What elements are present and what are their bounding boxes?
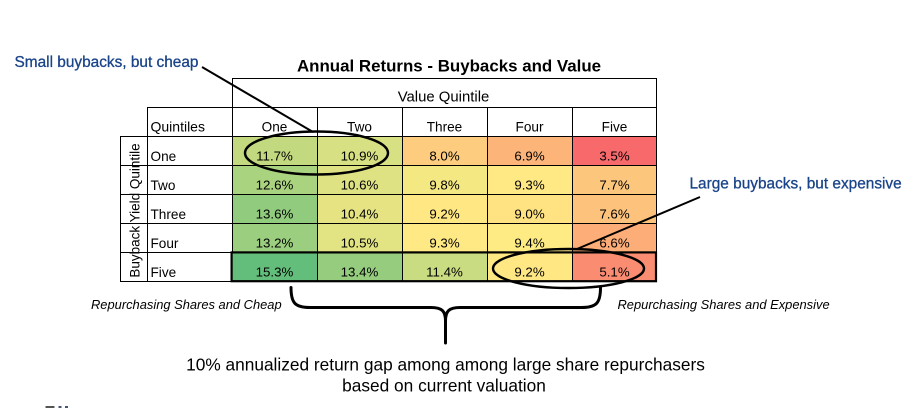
svg-text:9.8%: 9.8% — [429, 178, 459, 193]
svg-text:Three: Three — [427, 120, 463, 135]
svg-text:10.4%: 10.4% — [341, 207, 379, 222]
svg-text:13.4%: 13.4% — [341, 265, 379, 280]
svg-text:Repurchasing Shares and Expens: Repurchasing Shares and Expensive — [618, 297, 830, 312]
svg-text:7.7%: 7.7% — [599, 178, 629, 193]
svg-text:One: One — [151, 149, 177, 164]
svg-text:10.5%: 10.5% — [341, 236, 379, 251]
svg-text:10.6%: 10.6% — [341, 178, 379, 193]
svg-text:9.4%: 9.4% — [514, 236, 544, 251]
svg-text:9.3%: 9.3% — [514, 178, 544, 193]
svg-text:5.1%: 5.1% — [599, 265, 629, 280]
svg-text:15.3%: 15.3% — [256, 265, 294, 280]
svg-text:Repurchasing Shares and Cheap: Repurchasing Shares and Cheap — [91, 297, 282, 312]
svg-text:Five: Five — [151, 265, 177, 280]
svg-text:Five: Five — [602, 120, 628, 135]
svg-text:3.5%: 3.5% — [599, 149, 629, 164]
svg-text:One: One — [262, 120, 288, 135]
svg-text:6.9%: 6.9% — [514, 149, 544, 164]
svg-text:Large buybacks, but expensive: Large buybacks, but expensive — [690, 176, 902, 193]
svg-text:11.4%: 11.4% — [426, 265, 463, 280]
svg-text:Four: Four — [151, 236, 179, 251]
svg-text:Value Quintile: Value Quintile — [398, 90, 490, 106]
svg-text:Quintiles: Quintiles — [151, 119, 205, 135]
svg-text:based on current valuation: based on current valuation — [342, 376, 546, 396]
svg-text:Four: Four — [516, 120, 544, 135]
svg-text:Two: Two — [151, 178, 176, 193]
svg-text:Two: Two — [347, 120, 372, 135]
svg-text:7.6%: 7.6% — [599, 207, 629, 222]
svg-text:9.3%: 9.3% — [429, 236, 459, 251]
svg-text:9.2%: 9.2% — [514, 265, 544, 280]
svg-text:Buyback Yield Quintile: Buyback Yield Quintile — [128, 143, 143, 277]
svg-text:9.2%: 9.2% — [429, 207, 459, 222]
svg-text:Small buybacks, but cheap: Small buybacks, but cheap — [15, 54, 199, 71]
svg-text:Annual Returns - Buybacks and: Annual Returns - Buybacks and Value — [297, 57, 601, 76]
svg-text:13.6%: 13.6% — [256, 207, 294, 222]
svg-text:9.0%: 9.0% — [514, 207, 544, 222]
svg-text:8.0%: 8.0% — [429, 149, 459, 164]
svg-text:10% annualized return gap amon: 10% annualized return gap among among la… — [186, 355, 705, 375]
svg-text:11.7%: 11.7% — [256, 149, 293, 164]
svg-text:6.6%: 6.6% — [599, 236, 629, 251]
svg-text:12.6%: 12.6% — [256, 178, 294, 193]
svg-text:10.9%: 10.9% — [341, 149, 379, 164]
svg-text:13.2%: 13.2% — [256, 236, 294, 251]
svg-text:Three: Three — [151, 207, 187, 222]
